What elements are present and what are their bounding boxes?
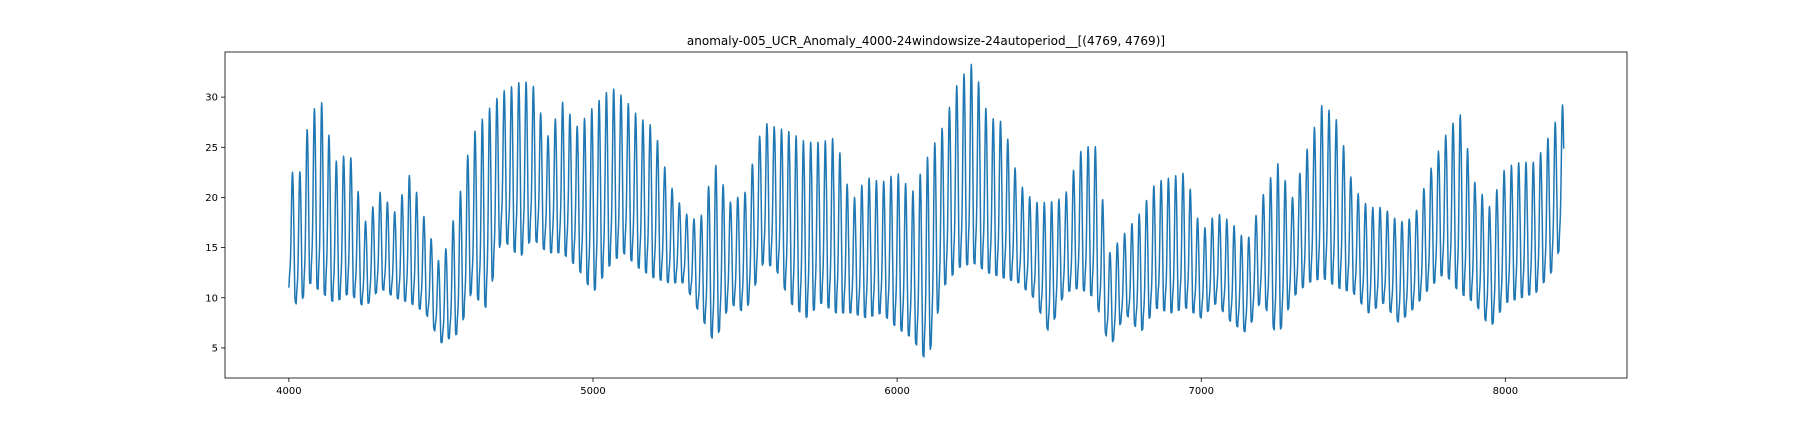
x-tick-label: 5000: [580, 386, 605, 397]
x-tick-label: 7000: [1189, 386, 1214, 397]
chart-title: anomaly-005_UCR_Anomaly_4000-24windowsiz…: [687, 34, 1165, 48]
x-tick-label: 4000: [276, 386, 301, 397]
x-tick-label: 8000: [1493, 386, 1518, 397]
plot-area: [288, 63, 1565, 358]
y-tick-label: 10: [205, 293, 218, 304]
y-tick-label: 20: [205, 193, 218, 204]
axes: 4000 5000 6000 7000 8000 5 10 15 20 25 30: [205, 51, 1628, 397]
x-tick-label: 6000: [884, 386, 909, 397]
y-tick-label: 15: [205, 243, 218, 254]
y-tick-label: 30: [205, 93, 218, 104]
y-tick-label: 5: [212, 343, 218, 354]
series-line-0: [288, 63, 1565, 358]
y-tick-label: 25: [205, 143, 218, 154]
axes-frame: [224, 51, 1628, 379]
